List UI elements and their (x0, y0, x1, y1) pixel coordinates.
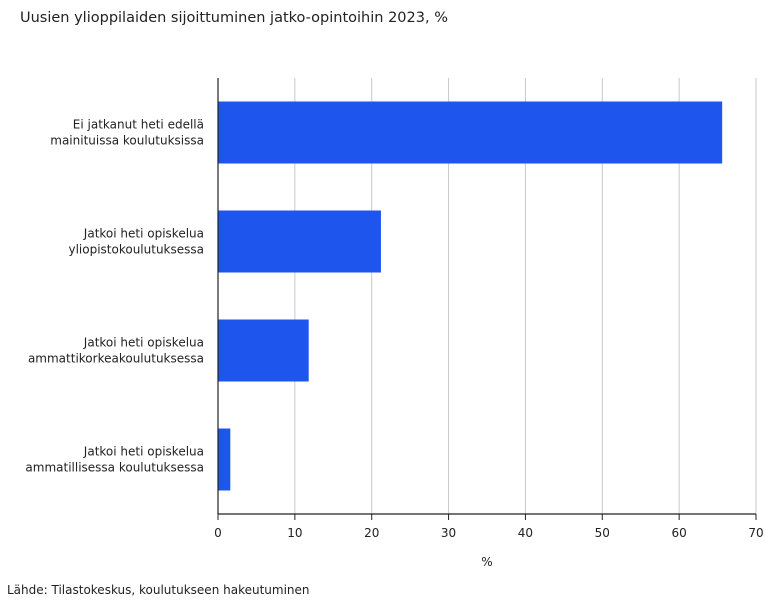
tick-labels: 0 10 20 30 40 50 60 70 (214, 526, 763, 540)
chart-title: Uusien ylioppilaiden sijoittuminen jatko… (20, 10, 448, 26)
x-axis-title: % (481, 555, 492, 569)
category-label: Jatkoi heti opiskelua (83, 445, 204, 459)
x-tick-label: 0 (214, 526, 222, 540)
category-label: Jatkoi heti opiskelua (83, 227, 204, 241)
bar (218, 428, 231, 491)
gridlines (294, 78, 757, 514)
category-label: Jatkoi heti opiskelua (83, 336, 204, 350)
category-label: mainituissa koulutuksissa (50, 134, 204, 148)
category-labels: Ei jatkanut heti edellä mainituissa koulu… (25, 118, 204, 475)
x-tick-label: 70 (748, 526, 763, 540)
x-tick-label: 40 (518, 526, 533, 540)
x-tick-label: 10 (287, 526, 302, 540)
source-note: Lähde: Tilastokeskus, koulutukseen hakeu… (7, 583, 310, 597)
x-tick-label: 20 (364, 526, 379, 540)
bars (218, 101, 723, 491)
bar (218, 319, 309, 382)
bar (218, 210, 381, 273)
category-label: Ei jatkanut heti edellä (73, 118, 204, 132)
x-tick-label: 30 (441, 526, 456, 540)
x-tick-label: 50 (595, 526, 610, 540)
category-label: ammattikorkeakoulutuksessa (28, 352, 204, 366)
axes (217, 78, 757, 520)
x-tick-label: 60 (672, 526, 687, 540)
bar (218, 101, 723, 164)
category-label: ammatillisessa koulutuksessa (25, 461, 204, 475)
category-label: yliopistokoulutuksessa (68, 243, 204, 257)
